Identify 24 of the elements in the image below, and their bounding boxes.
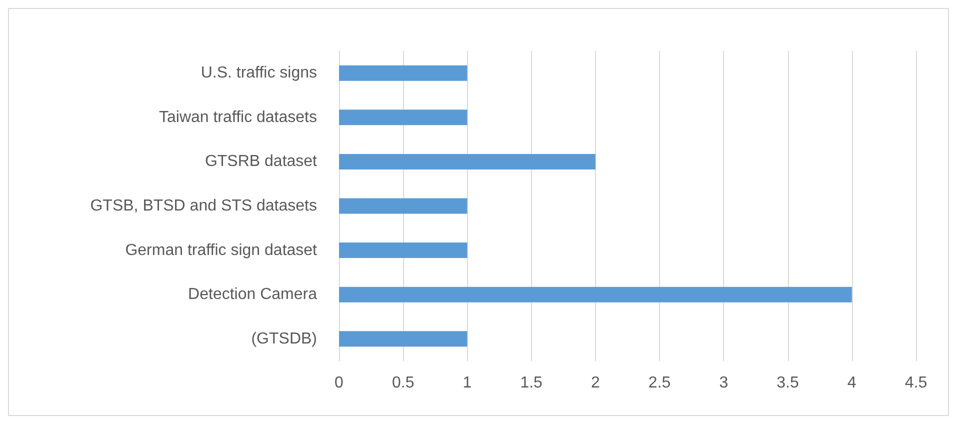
bar — [339, 242, 468, 258]
bar — [339, 286, 852, 302]
y-tick-label: Detection Camera — [188, 286, 318, 304]
y-tick-label: German traffic sign dataset — [125, 242, 318, 259]
x-tick-label: 3.5 — [776, 374, 799, 392]
x-tick-label: 1 — [462, 374, 472, 392]
bar — [339, 154, 596, 170]
y-tick-label: GTSRB dataset — [204, 153, 318, 170]
y-tick-label: Taiwan traffic datasets — [158, 108, 317, 126]
x-tick-label: 2.5 — [648, 374, 671, 392]
y-tick-label: U.S. traffic signs — [200, 64, 317, 82]
x-tick-label: 4.5 — [904, 374, 928, 392]
y-tick-label: (GTSDB) — [251, 330, 317, 348]
x-tick-label: 4 — [847, 374, 856, 392]
x-tick-label: 0 — [334, 374, 344, 392]
bar — [339, 110, 468, 126]
y-tick-label: GTSB, BTSD and STS datasets — [90, 198, 317, 214]
bar — [339, 331, 468, 347]
bar — [339, 198, 468, 214]
x-tick-label: 1.5 — [520, 374, 543, 392]
x-tick-label: 2 — [590, 374, 600, 392]
bar — [339, 65, 468, 81]
x-tick-label: 3 — [719, 374, 728, 392]
x-tick-label: 0.5 — [392, 374, 414, 392]
